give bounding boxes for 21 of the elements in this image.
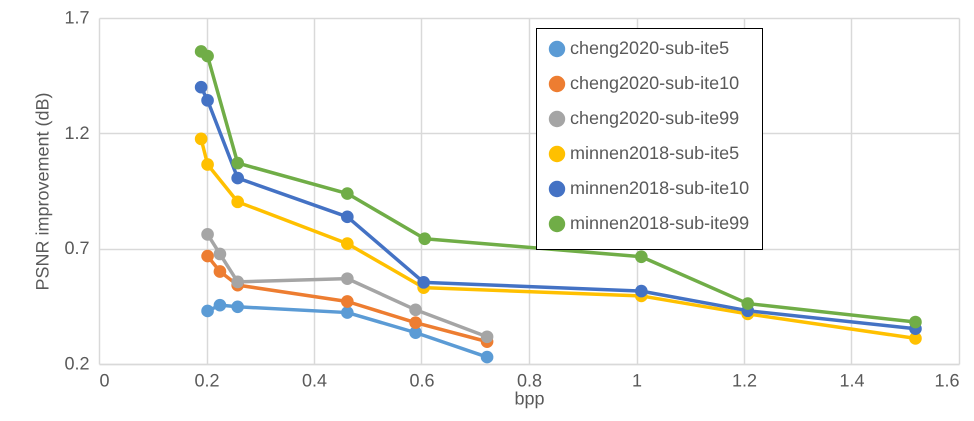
y-tick-label: 0.7 xyxy=(64,238,90,258)
y-tick-label: 1.7 xyxy=(64,8,90,28)
x-tick-label: 0.4 xyxy=(302,370,328,390)
legend-label: minnen2018-sub-ite10 xyxy=(570,178,750,198)
legend-label: minnen2018-sub-ite99 xyxy=(570,213,750,233)
y-tick-label: 1.2 xyxy=(64,122,90,143)
x-tick-label: 1 xyxy=(632,370,642,390)
x-tick-label: 0.8 xyxy=(516,370,542,390)
x-tick-label: 0.2 xyxy=(194,370,220,390)
x-tick-label: 1.4 xyxy=(839,370,865,390)
legend-label: cheng2020-sub-ite99 xyxy=(570,108,740,128)
x-tick-label: 1.2 xyxy=(732,370,758,390)
x-tick-label: 0.6 xyxy=(409,370,435,390)
legend-label: minnen2018-sub-ite5 xyxy=(570,143,740,163)
x-tick-label: 0 xyxy=(100,370,110,390)
legend-label: cheng2020-sub-ite10 xyxy=(570,73,740,93)
y-tick-label: 0.2 xyxy=(64,354,90,374)
x-tick-label: 1.6 xyxy=(934,370,960,390)
y-axis-title: PSNR improvement (dB) xyxy=(32,92,52,291)
x-axis-title: bpp xyxy=(514,388,545,408)
legend-label: cheng2020-sub-ite5 xyxy=(570,38,730,58)
